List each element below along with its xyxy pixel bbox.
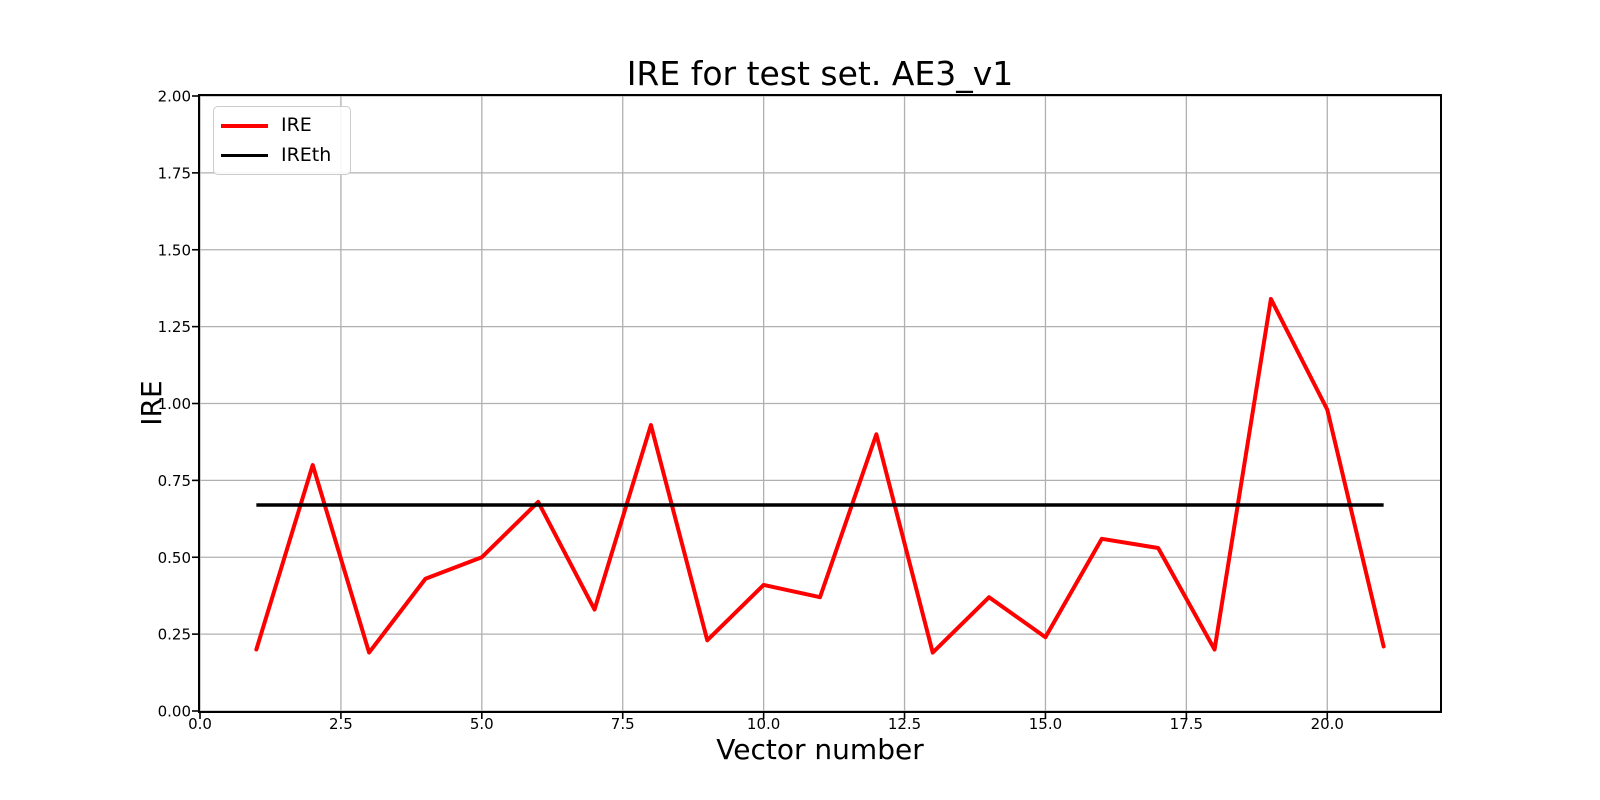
legend-swatch-ire bbox=[221, 124, 268, 128]
legend-label-ire: IRE bbox=[281, 114, 312, 137]
y-tick-label: 1.25 bbox=[158, 318, 191, 336]
legend-item-ire: IRE bbox=[221, 112, 342, 140]
x-tick-label: 15.0 bbox=[1029, 715, 1062, 733]
y-axis-label: IRE bbox=[135, 380, 168, 426]
y-tick-label: 2.00 bbox=[158, 88, 191, 106]
x-tick-label: 10.0 bbox=[747, 715, 780, 733]
legend-label-ireth: IREth bbox=[281, 143, 332, 166]
ire-line bbox=[254, 296, 1386, 655]
y-tick-label: 1.75 bbox=[158, 164, 191, 182]
y-tick-label: 0.75 bbox=[158, 472, 191, 490]
y-tick-label: 1.50 bbox=[158, 241, 191, 259]
chart-title: IRE for test set. AE3_v1 bbox=[626, 54, 1014, 93]
x-tick-label: 20.0 bbox=[1311, 715, 1344, 733]
y-tick-label: 1.00 bbox=[158, 395, 191, 413]
x-axis-label: Vector number bbox=[716, 733, 924, 766]
x-tick-label: 17.5 bbox=[1170, 715, 1203, 733]
x-tick-label: 12.5 bbox=[888, 715, 921, 733]
x-tick-label: 5.0 bbox=[470, 715, 494, 733]
y-tick-label: 0.00 bbox=[158, 703, 191, 721]
x-tick-label: 2.5 bbox=[329, 715, 353, 733]
legend-swatch-ireth bbox=[221, 153, 268, 157]
x-tick-label: 0.0 bbox=[188, 715, 212, 733]
legend-item-ireth: IREth bbox=[221, 141, 342, 169]
y-tick-label: 0.25 bbox=[158, 626, 191, 644]
y-tick-label: 0.50 bbox=[158, 549, 191, 567]
x-tick-label: 7.5 bbox=[611, 715, 635, 733]
legend: IRE IREth bbox=[213, 106, 351, 175]
